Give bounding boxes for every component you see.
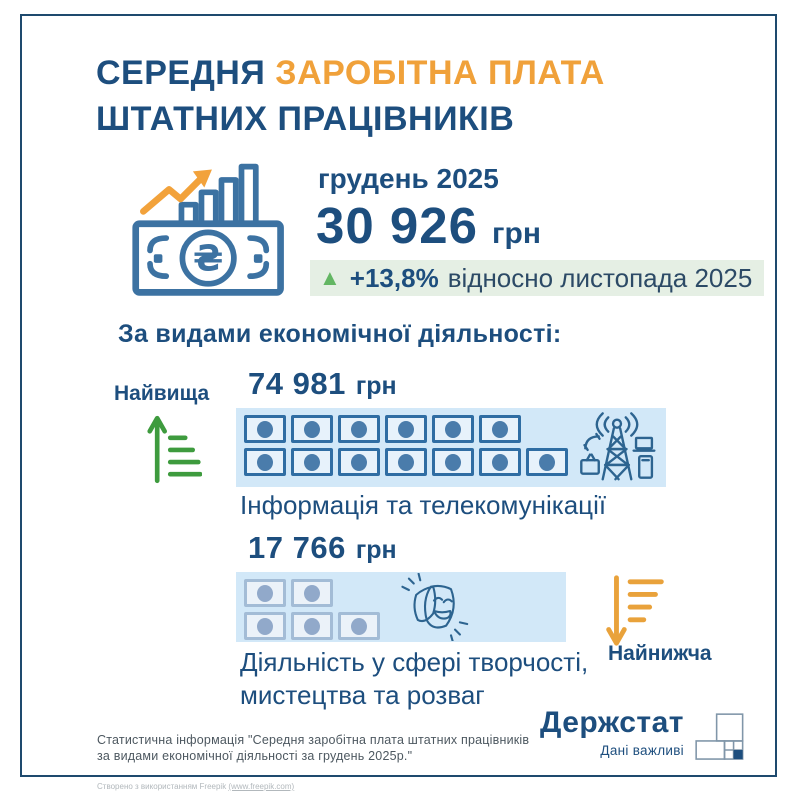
page-frame	[20, 14, 777, 777]
freepik-credit-text: Створено з використанням Freepik	[97, 782, 229, 791]
highest-category: Інформація та телекомунікації	[240, 490, 607, 520]
telecom-tower-icon	[580, 412, 656, 481]
banknote-row	[244, 579, 380, 607]
sort-ascending-icon	[147, 415, 202, 484]
source-note-line1: Статистична інформація "Середня заробітн…	[97, 733, 530, 747]
lowest-value-number: 17 766	[248, 530, 346, 565]
banknote-row	[244, 448, 568, 476]
change-badge: ▲ +13,8% відносно листопада 2025	[310, 260, 765, 296]
derzhstat-logomark-icon	[695, 713, 744, 760]
banknote-icon	[291, 579, 333, 607]
banknote-row	[244, 415, 568, 443]
up-triangle-icon: ▲	[319, 265, 341, 290]
banknote-icon	[291, 612, 333, 640]
banknote-icon	[291, 415, 333, 443]
title-line2: ШТАТНИХ ПРАЦІВНИКІВ	[96, 100, 515, 138]
change-caption: відносно листопада 2025	[447, 262, 753, 293]
banknote-icon	[526, 448, 568, 476]
salary-value: 30 926	[316, 197, 478, 254]
banknote-icon	[244, 448, 286, 476]
source-note: Статистична інформація "Середня заробітн…	[97, 732, 529, 764]
lowest-label: Найнижча	[608, 642, 712, 665]
salary-unit: грн	[492, 217, 541, 250]
banknote-row	[244, 612, 380, 640]
sort-descending-icon	[606, 575, 664, 646]
highest-value-unit: грн	[355, 372, 397, 400]
highest-value-number: 74 981	[248, 366, 346, 401]
banknote-icon	[385, 415, 427, 443]
title-line1-orange: ЗАРОБІТНА ПЛАТА	[275, 54, 605, 92]
banknote-rows	[244, 579, 380, 640]
banknote-icon	[432, 415, 474, 443]
banknote-icon	[291, 448, 333, 476]
banknote-icon	[338, 612, 380, 640]
money-growth-icon: ₴	[132, 163, 284, 296]
lowest-value: 17 766 грн	[248, 530, 397, 566]
highest-value: 74 981 грн	[248, 366, 397, 402]
banknote-icon	[244, 612, 286, 640]
banknote-icon	[338, 415, 380, 443]
banknotes-panel-lowest	[236, 572, 566, 642]
derzhstat-wordmark: Держстат	[540, 706, 684, 739]
derzhstat-words: Держстат Дані важливі	[540, 706, 684, 758]
theater-masks-icon	[401, 573, 469, 641]
banknote-icon	[244, 415, 286, 443]
banknote-icon	[479, 448, 521, 476]
lowest-category-line2: мистецтва та розваг	[240, 680, 485, 710]
lowest-category-line1: Діяльність у сфері творчості,	[240, 647, 589, 677]
change-value: +13,8%	[349, 262, 439, 293]
freepik-credit: Створено з використанням Freepik (www.fr…	[97, 782, 294, 791]
lowest-category: Діяльність у сфері творчості, мистецтва …	[240, 646, 588, 712]
source-note-line2: за видами економічної діяльності за груд…	[97, 749, 413, 763]
average-salary: 30 926 грн	[316, 196, 541, 255]
banknote-icon	[338, 448, 380, 476]
page-title: СЕРЕДНЯ ЗАРОБІТНА ПЛАТА ШТАТНИХ ПРАЦІВНИ…	[96, 50, 605, 142]
derzhstat-tagline: Дані важливі	[600, 743, 684, 758]
banknotes-panel-highest	[236, 408, 666, 487]
lowest-value-unit: грн	[355, 536, 397, 564]
derzhstat-logo: Держстат Дані важливі	[540, 706, 745, 766]
freepik-link[interactable]: (www.freepik.com)	[228, 782, 295, 791]
banknote-icon	[385, 448, 427, 476]
period-label: грудень 2025	[318, 163, 499, 194]
banknote-rows	[244, 415, 568, 476]
banknote-icon	[432, 448, 474, 476]
title-line1-navy: СЕРЕДНЯ	[96, 54, 266, 92]
highest-label: Найвища	[114, 382, 210, 405]
svg-text:₴: ₴	[193, 238, 223, 279]
section-heading: За видами економічної діяльності:	[118, 320, 562, 348]
title-line1: СЕРЕДНЯ ЗАРОБІТНА ПЛАТА	[96, 50, 605, 96]
banknote-icon	[244, 579, 286, 607]
banknote-icon	[479, 415, 521, 443]
